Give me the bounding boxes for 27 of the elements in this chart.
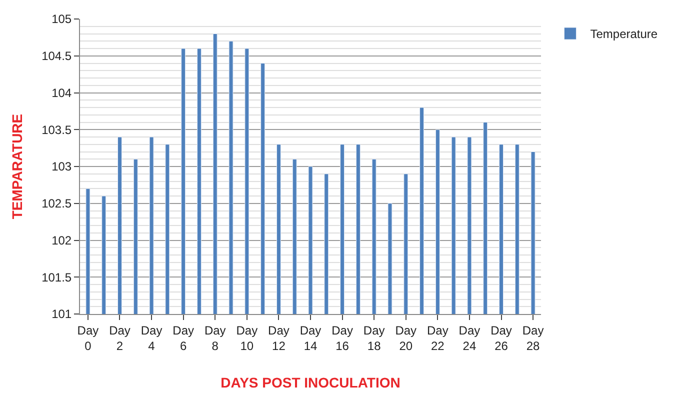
y-tick-label: 104 — [52, 86, 72, 100]
x-tick-label: Day 6 — [172, 323, 194, 353]
x-tick-label: Day 0 — [77, 323, 99, 353]
y-axis-title: TEMPARATURE — [9, 114, 26, 220]
y-tick-label: 101.5 — [42, 270, 72, 284]
y-tick-label: 105 — [52, 12, 72, 26]
x-tick-label: Day 26 — [490, 323, 512, 353]
y-tick-label: 102.5 — [42, 196, 72, 211]
y-tick-label: 103.5 — [42, 122, 72, 137]
legend-label: Temperature — [590, 27, 658, 42]
x-tick-label: Day 22 — [427, 323, 448, 353]
y-tick-label: 103 — [52, 160, 72, 174]
x-tick-label: Day 28 — [522, 323, 544, 353]
x-axis-title: DAYS POST INOCULATION — [220, 374, 400, 390]
x-tick-label: Day 4 — [140, 323, 162, 353]
x-tick-label: Day 8 — [204, 323, 226, 353]
x-tick-label: Day 10 — [236, 323, 258, 353]
x-tick-label: Day 20 — [395, 323, 417, 353]
x-tick-label: Day 14 — [300, 323, 322, 353]
x-tick-label: Day 18 — [363, 323, 385, 353]
y-tick-label: 102 — [52, 233, 72, 248]
x-tick-label: Day 12 — [268, 323, 290, 353]
y-tick-label: 104.5 — [42, 49, 72, 64]
x-tick-label: Day 16 — [332, 323, 353, 353]
y-tick-label: 101 — [52, 307, 72, 322]
x-tick-label: Day 24 — [458, 323, 480, 353]
x-tick-label: Day 2 — [109, 323, 130, 353]
